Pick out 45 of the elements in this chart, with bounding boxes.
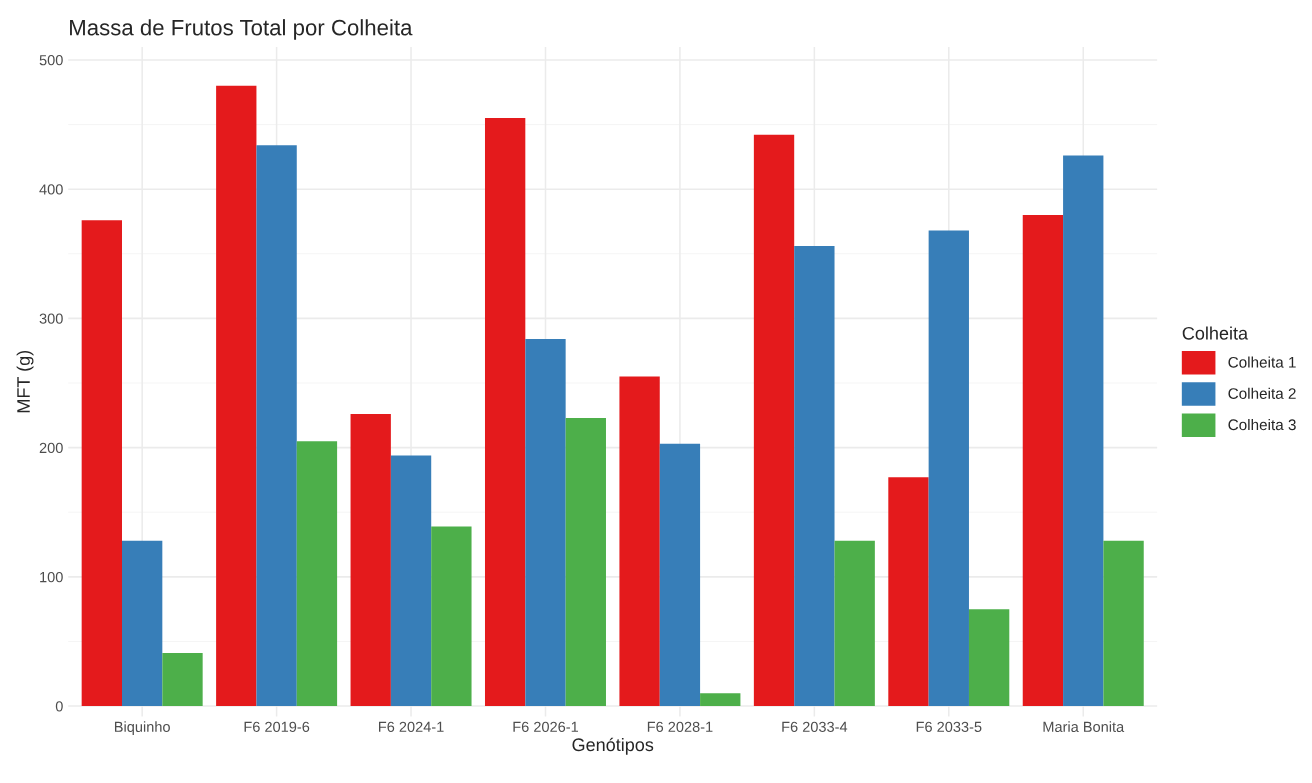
y-tick-label: 300 [39, 313, 63, 324]
bar [834, 540, 875, 707]
bar [794, 246, 835, 707]
bar [81, 220, 122, 707]
bar [484, 118, 526, 707]
x-tick-label: Biquinho [114, 721, 170, 735]
bar [390, 455, 432, 707]
x-tick-label: F6 2026-1 [513, 721, 579, 733]
x-tick-label: F6 2033-5 [916, 721, 982, 733]
bar [256, 145, 297, 707]
x-tick-label: Maria Bonita [1043, 721, 1125, 733]
chart-title: Massa de Frutos Total por Colheita [70, 19, 413, 40]
bar [122, 540, 163, 707]
legend-label: Colheita 2 [1228, 387, 1296, 399]
y-tick-label: 100 [40, 571, 63, 583]
bar [700, 693, 741, 707]
bar [350, 414, 391, 707]
bar [162, 653, 203, 707]
bar [431, 526, 472, 707]
bar [1063, 155, 1104, 707]
x-tick-label: F6 2033-4 [782, 721, 848, 733]
x-axis-title: Genótipos [572, 737, 654, 755]
x-tick-label: F6 2024-1 [379, 721, 444, 733]
y-tick-label: 400 [39, 184, 63, 195]
legend-label: Colheita 1 [1228, 356, 1296, 368]
legend-label: Colheita 3 [1228, 418, 1296, 431]
bar [296, 441, 338, 707]
bar [525, 339, 566, 707]
bar [1103, 540, 1144, 707]
y-tick-label: 200 [39, 442, 63, 454]
y-tick-label: 0 [55, 701, 63, 712]
y-axis-title: MFT (g) [16, 350, 34, 413]
bar [216, 85, 257, 707]
x-tick-label: F6 2019-6 [244, 721, 310, 733]
y-tick-label: 500 [39, 55, 63, 66]
bar [659, 443, 701, 707]
bar [619, 376, 660, 707]
bar [928, 230, 969, 707]
legend-title: Colheita [1182, 326, 1249, 340]
bar [968, 609, 1010, 707]
x-tick-label: F6 2028-1 [647, 721, 713, 733]
bar [888, 477, 929, 707]
bar [1022, 214, 1064, 707]
bar [753, 134, 795, 707]
bar [565, 417, 606, 707]
